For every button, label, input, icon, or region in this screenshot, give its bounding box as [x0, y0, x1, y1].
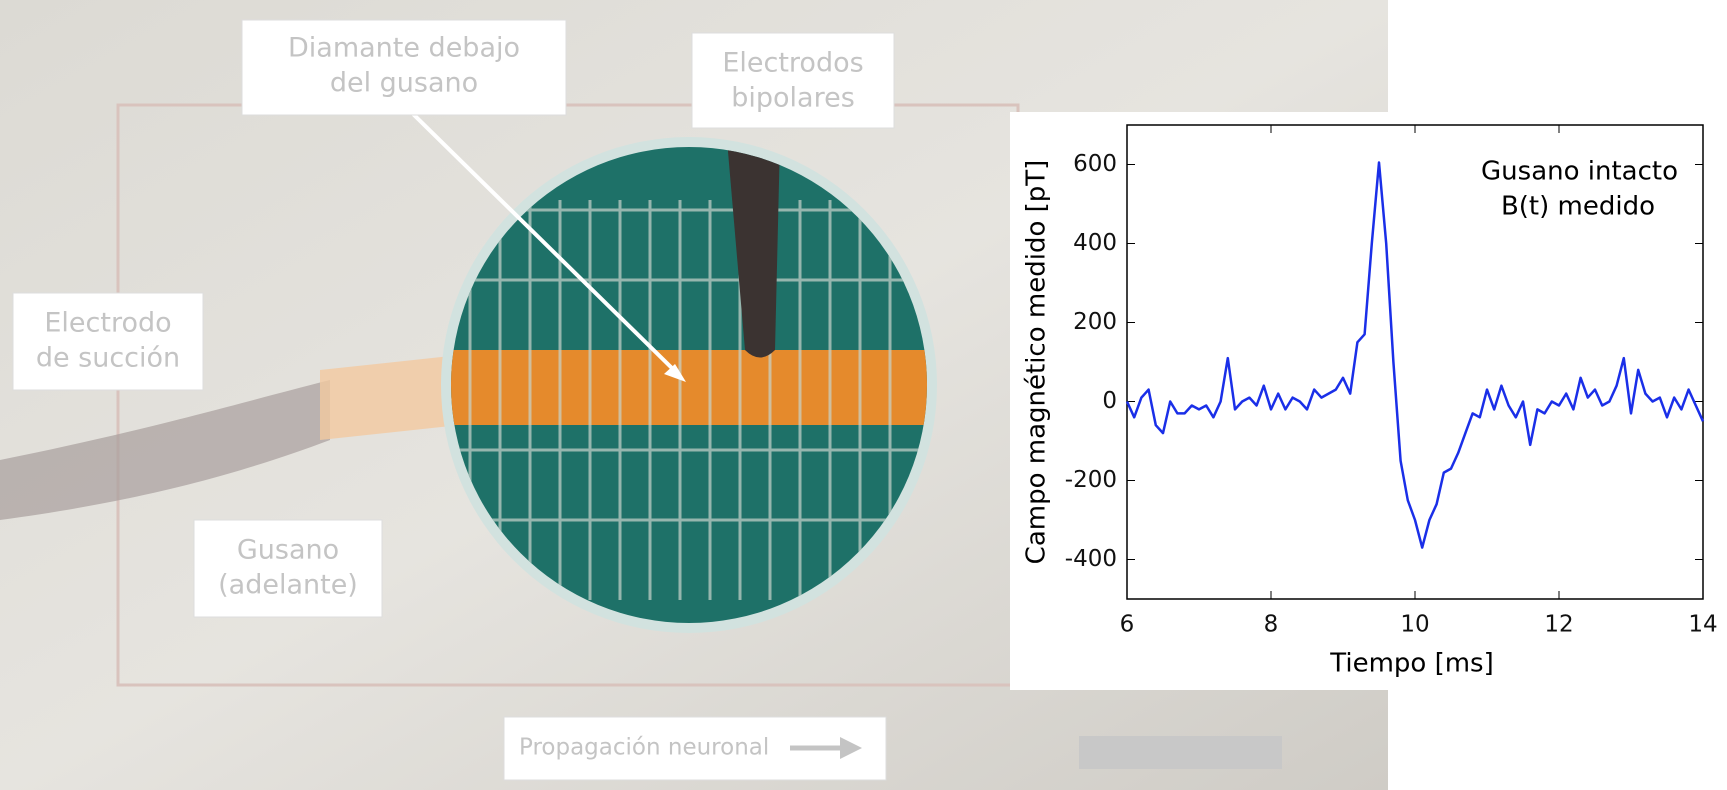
data-line — [1125, 161, 1705, 549]
x-tick-label: 10 — [1400, 612, 1429, 638]
photo-label: Propagación neuronal — [519, 735, 769, 761]
worm-outside — [320, 355, 460, 440]
photo-label: del gusano — [330, 68, 478, 99]
annotation: Gusano intacto — [1481, 157, 1678, 187]
x-tick-label: 12 — [1544, 612, 1573, 638]
photo-label: Electrodo — [44, 308, 171, 339]
y-tick-label: -200 — [1065, 467, 1117, 493]
lens-view — [451, 147, 927, 623]
y-tick-label: 200 — [1073, 309, 1117, 335]
x-tick-label: 8 — [1264, 612, 1279, 638]
annotation: B(t) medido — [1501, 192, 1655, 222]
photo-label: bipolares — [731, 83, 855, 114]
photo-label: Gusano — [237, 535, 339, 566]
photo-label: Diamante debajo — [288, 33, 520, 64]
x-tick-label: 14 — [1688, 612, 1717, 638]
pointer-head — [664, 364, 686, 382]
y-axis-label: Campo magnético medido [pT] — [1022, 160, 1052, 565]
y-tick-label: 0 — [1102, 388, 1117, 414]
label-boxes — [12, 19, 895, 781]
direction-head — [840, 737, 862, 759]
y-tick-label: 400 — [1073, 230, 1117, 256]
mesh — [460, 200, 927, 600]
bipolar-electrode — [727, 147, 780, 358]
photo-label: de succión — [36, 343, 180, 374]
x-tick-label: 6 — [1120, 612, 1135, 638]
scale-bar — [1079, 736, 1282, 769]
pointer-arrow — [408, 109, 682, 378]
photo-label: Electrodos — [722, 48, 863, 79]
photo-label: (adelante) — [218, 570, 358, 601]
worm — [451, 350, 927, 425]
y-tick-label: 600 — [1073, 151, 1117, 177]
suction-tube — [0, 380, 330, 520]
x-axis-label: Tiempo [ms] — [1329, 649, 1493, 679]
y-tick-label: -400 — [1065, 546, 1117, 572]
